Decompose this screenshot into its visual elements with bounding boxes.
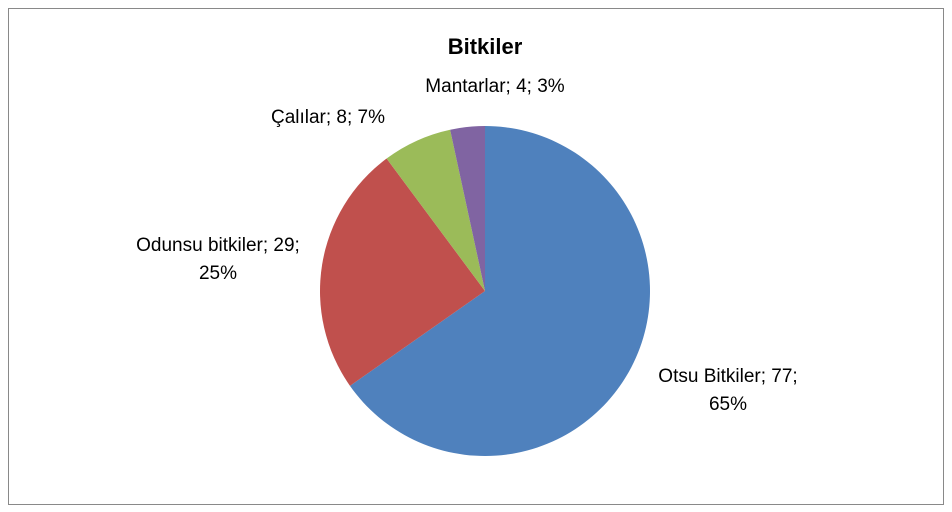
pie-slice (320, 158, 485, 386)
data-label: Odunsu bitkiler; 29; 25% (136, 235, 300, 284)
pie-slice (386, 129, 485, 291)
data-label: Çalılar; 8; 7% (270, 107, 386, 128)
pie-slice (349, 126, 651, 457)
chart-title: Bitkiler (448, 34, 523, 59)
data-label: Mantarlar; 4; 3% (425, 76, 565, 97)
data-label: Otsu Bitkiler; 77; 65% (658, 366, 798, 415)
pie-slice (450, 126, 485, 291)
